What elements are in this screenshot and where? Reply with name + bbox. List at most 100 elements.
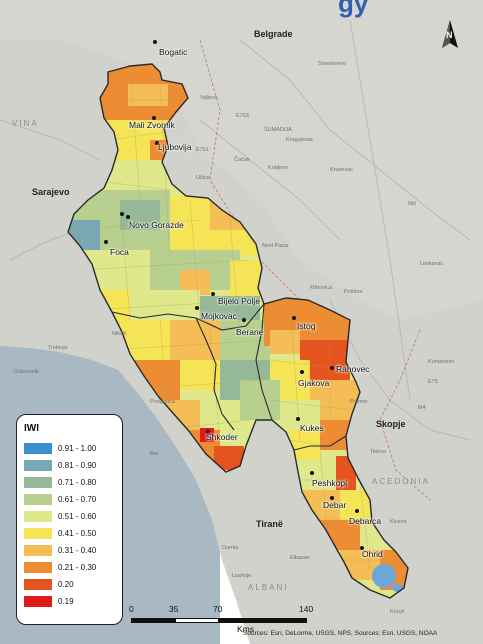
place-label: Istog [297, 321, 316, 331]
scale-tick: 140 [299, 604, 314, 614]
legend-swatch [24, 494, 52, 505]
legend-item: 0.61 - 0.70 [24, 491, 116, 508]
legend-list: 0.91 - 1.00 0.81 - 0.90 0.71 - 0.80 0.61 - … [24, 440, 116, 610]
label-nis: Niš [408, 201, 416, 207]
scale-segment [219, 618, 307, 623]
label-kicevo: Kicevo [390, 519, 407, 525]
place-label: Debarca [349, 516, 382, 526]
label-smederevo: Smederevo [318, 61, 347, 67]
scale-tick: 0 [129, 604, 134, 614]
attribution: Sources: Esri, DeLorme, USGS, NPS, Sourc… [243, 630, 438, 637]
kukes-point [296, 417, 300, 421]
legend-label: 0.51 - 0.60 [58, 512, 97, 521]
rahovec-point [330, 366, 334, 370]
label-e761: E761 [196, 147, 209, 153]
legend-item: 0.20 [24, 576, 116, 593]
label-belgrade: Belgrade [254, 29, 293, 39]
label-uzice: Užice [196, 175, 210, 181]
scale-unit: Kms [237, 624, 254, 634]
title-fragment: gy [338, 0, 369, 18]
legend-item: 0.51 - 0.60 [24, 508, 116, 525]
label-lushnje: Lushnje [232, 573, 252, 579]
mojkovac-point [195, 306, 199, 310]
place-label: Rahovec [336, 364, 370, 374]
place-label: Mojkovac [201, 311, 237, 321]
label-prizren: Prizren [350, 399, 368, 405]
label-skopje: Skopje [376, 419, 406, 429]
north-arrow-icon: N [437, 18, 463, 54]
north-label: N [446, 30, 453, 40]
legend-label: 0.91 - 1.00 [58, 444, 97, 453]
legend-item: 0.31 - 0.40 [24, 542, 116, 559]
label-tirane: Tiranë [256, 519, 283, 529]
legend-swatch [24, 562, 52, 573]
legend-label: 0.41 - 0.50 [58, 529, 97, 538]
place-label: Ljubovija [158, 142, 192, 152]
place-label: Mali Zvornik [129, 120, 175, 130]
label-tetovo: Tetovo [370, 449, 387, 455]
basin-outline [67, 63, 409, 599]
place-label: Bijelo Polje [218, 296, 261, 306]
scale-segment [131, 618, 175, 623]
place-label: Gjakova [298, 378, 330, 388]
label-kraljevo: Kraljevo [268, 165, 288, 171]
legend-swatch [24, 596, 52, 607]
ljubovija-point [155, 141, 159, 145]
legend-item: 0.91 - 1.00 [24, 440, 116, 457]
debar-point [330, 496, 334, 500]
label-podgorica: Podgorica [150, 399, 175, 405]
legend-swatch [24, 511, 52, 522]
label-mitrovica: Mitrovica [310, 285, 333, 291]
place-label: Shkoder [206, 432, 238, 442]
legend-item: 0.81 - 0.90 [24, 457, 116, 474]
label-elbasan: Elbasan [290, 555, 310, 561]
legend-label: 0.19 [58, 597, 74, 606]
gorazde-point [126, 215, 130, 219]
legend-swatch [24, 545, 52, 556]
legend-swatch [24, 477, 52, 488]
label-e75: E75 [428, 379, 438, 385]
label-e763: E763 [236, 113, 249, 119]
legend-item: 0.19 [24, 593, 116, 610]
legend-title: IWI [24, 423, 39, 434]
label-kumanovo: Kumanovo [428, 359, 455, 365]
label-macedonia: ACEDONIA [372, 477, 430, 486]
legend-label: 0.21 - 0.30 [58, 563, 97, 572]
place-label: Debar [323, 500, 347, 510]
legend-swatch [24, 443, 52, 454]
legend-item: 0.41 - 0.50 [24, 525, 116, 542]
place-label: Bogatic [159, 47, 188, 57]
label-leskovac: Leskovac [420, 261, 444, 267]
legend-swatch [24, 460, 52, 471]
istog-point [292, 316, 296, 320]
novo-gorazde-point [120, 212, 124, 216]
place-label: Foca [110, 247, 129, 257]
label-dubrovnik: Dubrovnik [14, 369, 39, 375]
shkoder-point [206, 430, 210, 434]
scale-bar: 0 35 70 140 Kms [129, 604, 322, 634]
label-kragujevac: Kragujevac [286, 137, 314, 143]
label-novi-pazar: Novi Pazar [262, 243, 289, 249]
label-trebinje: Trebinje [48, 345, 68, 351]
berane-point [242, 318, 246, 322]
legend-item: 0.21 - 0.30 [24, 559, 116, 576]
label-vina: VINA [12, 119, 39, 128]
label-krusevac: Krusevac [330, 167, 353, 173]
place-label: Ohrid [362, 549, 383, 559]
label-valjevo: Valjevo [200, 95, 218, 101]
label-sarajevo: Sarajevo [32, 187, 70, 197]
place-label: Kukes [300, 423, 324, 433]
label-niksic: Nikšić [112, 331, 127, 337]
scale-tick: 70 [213, 604, 223, 614]
foca-point [104, 240, 108, 244]
label-cacak: Čačak [234, 157, 250, 163]
scale-segment [175, 618, 219, 623]
place-label: Novo Gorazde [129, 220, 184, 230]
legend-label: 0.71 - 0.80 [58, 478, 97, 487]
legend-swatch [24, 579, 52, 590]
bijelo-polje-point [211, 292, 215, 296]
legend-label: 0.61 - 0.70 [58, 495, 97, 504]
legend-label: 0.20 [58, 580, 74, 589]
